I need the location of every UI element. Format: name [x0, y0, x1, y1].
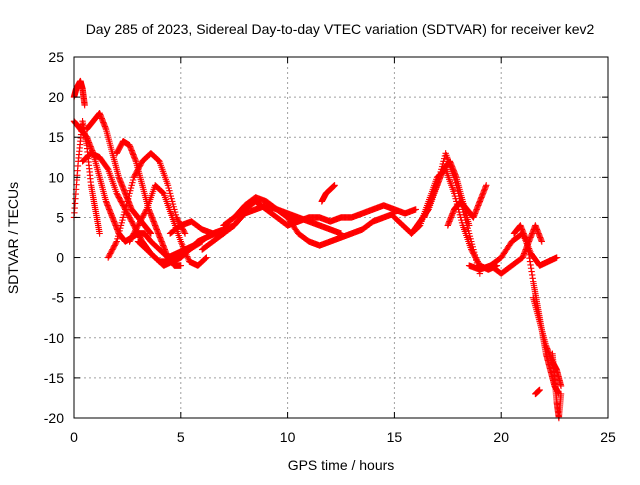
y-tick-label: -5: [52, 290, 65, 306]
series-track-n: [318, 182, 338, 205]
series-track-j: [166, 202, 419, 237]
series-track-w: [549, 350, 565, 422]
series-track-r: [444, 182, 490, 229]
data-point: [142, 207, 150, 214]
data-point: [112, 239, 120, 247]
data-point: [202, 255, 209, 262]
data-marks: [70, 77, 565, 422]
series-track-x: [532, 386, 543, 398]
x-tick-label: 0: [70, 429, 78, 445]
x-tick-label: 10: [280, 429, 296, 445]
data-point: [203, 254, 210, 261]
y-tick-label: 10: [48, 169, 64, 185]
data-point: [557, 390, 565, 398]
series-track-l: [220, 194, 345, 237]
data-point: [81, 101, 88, 109]
data-point: [104, 165, 111, 172]
y-tick-label: -10: [44, 330, 64, 346]
y-tick-label: 25: [48, 49, 64, 65]
data-point: [181, 228, 188, 236]
series-track-k: [198, 198, 302, 253]
data-point: [483, 182, 490, 189]
y-tick-label: 15: [48, 129, 64, 145]
y-axis-label: SDTVAR / TECUs: [5, 182, 21, 294]
data-point: [147, 230, 155, 237]
x-tick-label: 25: [600, 429, 616, 445]
data-point: [154, 156, 162, 164]
data-point: [465, 222, 473, 229]
data-point: [557, 382, 565, 390]
y-tick-label: 20: [48, 89, 64, 105]
series-track-q: [421, 158, 473, 229]
data-point: [538, 238, 545, 245]
data-point: [536, 386, 543, 394]
chart-title: Day 285 of 2023, Sidereal Day-to-day VTE…: [86, 21, 595, 37]
y-tick-label: -15: [44, 370, 64, 386]
y-tick-label: 0: [56, 250, 64, 266]
plot-frame: [73, 56, 609, 419]
x-tick-label: 5: [177, 429, 185, 445]
x-axis-label: GPS time / hours: [288, 457, 395, 473]
series-track-o: [391, 166, 501, 273]
series-track-b: [70, 77, 88, 109]
data-point: [201, 255, 209, 263]
data-point: [331, 182, 338, 189]
series-track-m: [284, 210, 398, 249]
series-track-h: [126, 182, 210, 269]
x-tick-label: 15: [387, 429, 403, 445]
data-point: [553, 254, 560, 261]
data-point: [181, 230, 189, 237]
series-track-v: [530, 294, 565, 390]
x-tick-label: 20: [493, 429, 509, 445]
y-tick-label: -20: [44, 410, 64, 426]
data-point: [159, 188, 166, 196]
y-tick-label: 5: [56, 209, 64, 225]
data-point: [177, 262, 184, 269]
data-point: [412, 206, 419, 213]
series-track-t: [487, 222, 545, 277]
data-point: [96, 230, 103, 237]
tick-layer: 0 5 10 15 20 25 -20 -15 -10 -5 0 5 10 15 20 25: [44, 49, 616, 445]
